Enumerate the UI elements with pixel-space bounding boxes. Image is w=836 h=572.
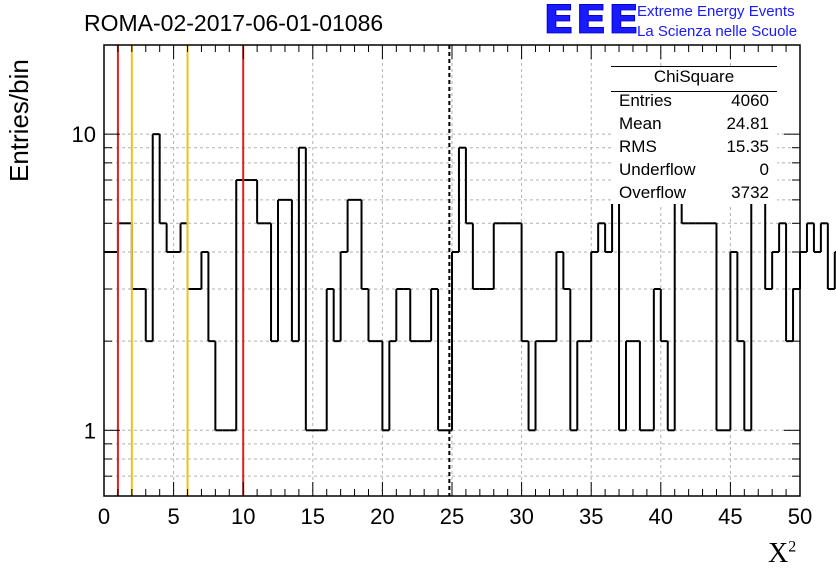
x-tick-label: 45 bbox=[718, 504, 742, 529]
logo-line-1: Extreme Energy Events bbox=[637, 3, 795, 20]
x-tick-label: 40 bbox=[649, 504, 673, 529]
stats-row-mean: Mean 24.81 bbox=[619, 114, 769, 133]
x-tick-label: 10 bbox=[231, 504, 255, 529]
x-tick-label: 5 bbox=[167, 504, 179, 529]
logo-line-2: La Scienza nelle Scuole bbox=[637, 23, 798, 40]
stats-box: ChiSquare Entries 4060 Mean 24.81 RMS 15.35… bbox=[611, 66, 777, 204]
y-tick-label: 10 bbox=[72, 122, 96, 147]
y-axis-label: Entries/bin bbox=[4, 59, 34, 182]
x-tick-label: 0 bbox=[98, 504, 110, 529]
x-tick-label: 25 bbox=[440, 504, 464, 529]
x-tick-label: 35 bbox=[579, 504, 603, 529]
chart-title: ROMA-02-2017-06-01-01086 bbox=[84, 10, 384, 36]
eee-logo: EEE bbox=[542, 0, 641, 43]
stats-title: ChiSquare bbox=[653, 67, 735, 86]
x-tick-label: 15 bbox=[301, 504, 325, 529]
y-tick-label: 1 bbox=[84, 418, 96, 443]
stats-row-underflow: Underflow 0 bbox=[619, 160, 769, 179]
stats-row-entries: Entries 4060 bbox=[619, 91, 769, 110]
x-axis-label: X2 bbox=[768, 538, 797, 569]
x-tick-label: 50 bbox=[788, 504, 812, 529]
x-tick-label: 20 bbox=[370, 504, 394, 529]
stats-row-overflow: Overflow 3732 bbox=[619, 183, 769, 202]
x-tick-label: 30 bbox=[509, 504, 533, 529]
stats-row-rms: RMS 15.35 bbox=[619, 137, 769, 156]
